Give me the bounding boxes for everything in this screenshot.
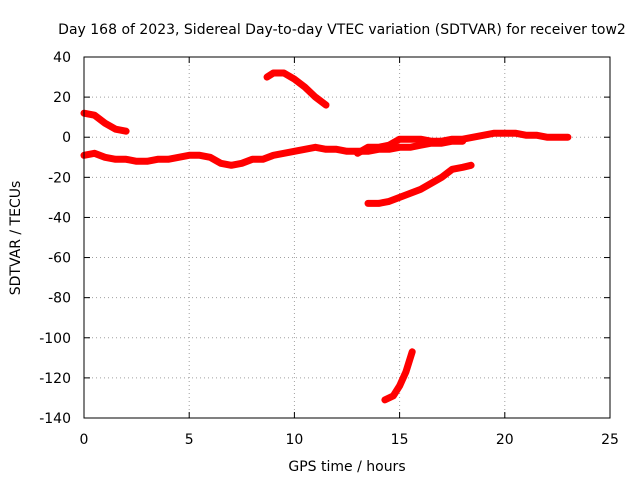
x-tick-label: 20: [496, 432, 514, 448]
series-upper-track: [354, 129, 572, 157]
series-rising-arc: [364, 161, 475, 207]
x-tick-label: 0: [80, 432, 89, 448]
grid: [84, 57, 610, 418]
y-tick-label: -40: [48, 210, 71, 226]
y-tick-label: -60: [48, 251, 71, 267]
y-tick-label: 0: [62, 130, 71, 146]
y-tick-label: -80: [48, 291, 71, 307]
series-high-arc: [263, 69, 330, 109]
chart-title: Day 168 of 2023, Sidereal Day-to-day VTE…: [58, 22, 626, 38]
y-tick-label: -140: [39, 411, 71, 427]
y-tick-label: -120: [39, 371, 71, 387]
series-early-arc: [80, 109, 130, 135]
y-tick-label: 20: [53, 90, 71, 106]
x-tick-label: 5: [185, 432, 194, 448]
x-axis-label: GPS time / hours: [288, 459, 405, 475]
axis-ticks: 0 5 10 15 20 25 -140 -120 -100 -80 -60 -40 -20 0 20 40: [39, 50, 619, 448]
series-deep-arc: [381, 348, 416, 404]
y-tick-label: 40: [53, 50, 71, 66]
series-main-track: [80, 137, 467, 169]
x-tick-label: 25: [601, 432, 619, 448]
data-series: [80, 69, 572, 404]
plot-frame: [83, 56, 611, 419]
x-tick-label: 10: [285, 432, 303, 448]
y-tick-label: -100: [39, 331, 71, 347]
y-axis-label: SDTVAR / TECUs: [8, 181, 24, 296]
y-tick-label: -20: [48, 170, 71, 186]
x-tick-label: 15: [391, 432, 409, 448]
